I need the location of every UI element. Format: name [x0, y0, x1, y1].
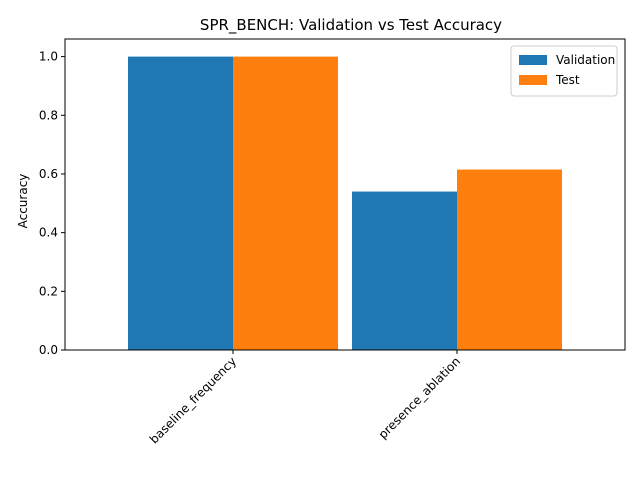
y-axis-label: Accuracy [16, 174, 30, 229]
legend: Validation Test [510, 45, 618, 97]
y-tick-label: 0.4 [39, 226, 58, 240]
bar-validation-presence_ablation [352, 191, 457, 350]
y-tick-label: 0.8 [39, 108, 58, 122]
bar-test-presence_ablation [457, 169, 562, 350]
chart-title: SPR_BENCH: Validation vs Test Accuracy [200, 16, 502, 35]
plot-area: 0.0 0.2 0.4 0.6 0.8 1.0 baseline_frequency pres… [39, 38, 626, 446]
legend-swatch [519, 55, 547, 65]
legend-label: Test [555, 73, 580, 87]
bar-validation-baseline_frequency [128, 56, 233, 351]
y-tick-label: 0.6 [39, 167, 58, 181]
legend-label: Validation [556, 53, 615, 67]
legend-swatch [519, 75, 547, 85]
bar-test-baseline_frequency [233, 56, 338, 351]
plot-frame [64, 38, 626, 351]
x-tick-label: baseline_frequency [147, 354, 239, 446]
y-tick-label: 1.0 [39, 50, 58, 64]
y-tick-label: 0.0 [39, 343, 58, 357]
x-tick-label: presence_ablation [376, 354, 463, 441]
y-tick-label: 0.2 [39, 284, 58, 298]
